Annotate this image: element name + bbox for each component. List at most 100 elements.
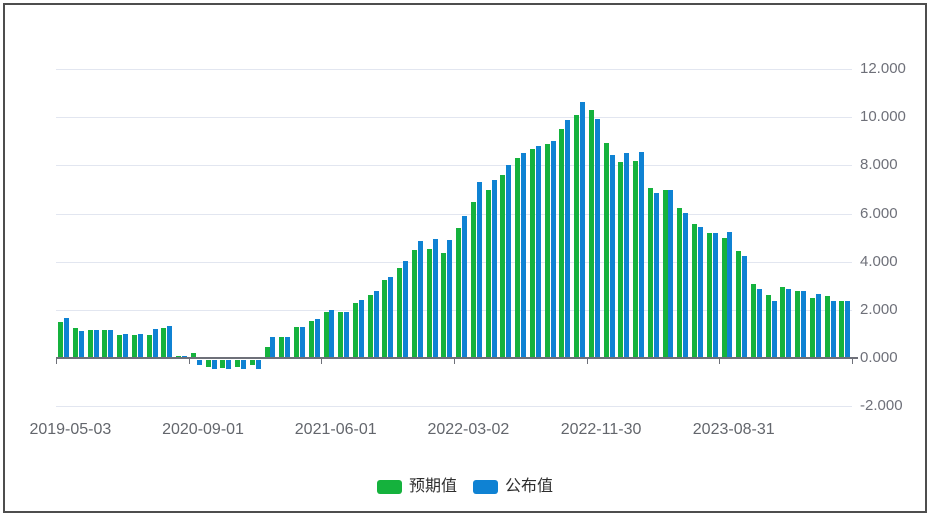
bar-actual[interactable] — [182, 355, 188, 358]
bar-actual[interactable] — [830, 301, 836, 358]
bar-actual[interactable] — [815, 293, 821, 358]
bar-actual[interactable] — [786, 288, 792, 358]
bar-actual[interactable] — [373, 290, 379, 358]
bar-actual[interactable] — [226, 360, 232, 370]
bar-expected[interactable] — [264, 347, 270, 358]
bar-expected[interactable] — [367, 295, 373, 358]
bar-actual[interactable] — [152, 328, 158, 358]
bar-actual[interactable] — [388, 276, 394, 358]
legend-item-actual[interactable]: 公布值 — [473, 478, 553, 496]
bar-expected[interactable] — [323, 312, 329, 358]
bar-expected[interactable] — [117, 335, 123, 358]
bar-actual[interactable] — [432, 238, 438, 358]
bar-expected[interactable] — [456, 228, 462, 358]
bar-expected[interactable] — [633, 160, 639, 358]
bar-expected[interactable] — [102, 330, 108, 358]
bar-actual[interactable] — [712, 232, 718, 358]
bar-expected[interactable] — [308, 320, 314, 358]
bar-actual[interactable] — [329, 309, 335, 358]
bar-expected[interactable] — [441, 253, 447, 358]
legend-label-actual[interactable]: 公布值 — [505, 478, 554, 495]
bar-expected[interactable] — [146, 335, 152, 358]
bar-expected[interactable] — [721, 237, 727, 358]
bar-actual[interactable] — [683, 212, 689, 358]
bar-expected[interactable] — [485, 189, 491, 358]
bar-expected[interactable] — [205, 360, 211, 367]
bar-expected[interactable] — [397, 268, 403, 358]
bar-expected[interactable] — [795, 290, 801, 358]
bar-expected[interactable] — [839, 301, 845, 358]
bar-expected[interactable] — [382, 280, 388, 358]
bar-actual[interactable] — [314, 319, 320, 358]
bar-expected[interactable] — [647, 188, 653, 358]
bar-expected[interactable] — [161, 327, 167, 358]
bar-actual[interactable] — [137, 334, 143, 358]
bar-actual[interactable] — [211, 360, 217, 370]
bar-expected[interactable] — [426, 249, 432, 358]
bar-actual[interactable] — [491, 179, 497, 358]
bar-actual[interactable] — [417, 241, 423, 358]
bar-actual[interactable] — [756, 289, 762, 358]
bar-actual[interactable] — [668, 190, 674, 358]
bar-actual[interactable] — [845, 301, 851, 358]
bar-expected[interactable] — [618, 161, 624, 358]
bar-expected[interactable] — [58, 321, 64, 358]
legend-swatch-expected[interactable] — [376, 480, 402, 494]
bar-expected[interactable] — [515, 158, 521, 358]
bar-actual[interactable] — [285, 337, 291, 358]
bar-expected[interactable] — [559, 129, 565, 358]
bar-expected[interactable] — [176, 355, 182, 358]
bar-expected[interactable] — [544, 143, 550, 358]
bar-actual[interactable] — [727, 231, 733, 358]
bar-actual[interactable] — [550, 141, 556, 358]
legend-label-expected[interactable]: 预期值 — [408, 478, 457, 495]
bar-expected[interactable] — [87, 330, 93, 358]
bar-actual[interactable] — [521, 153, 527, 358]
bar-expected[interactable] — [824, 296, 830, 358]
bar-actual[interactable] — [299, 327, 305, 358]
bar-actual[interactable] — [358, 300, 364, 358]
bar-actual[interactable] — [624, 153, 630, 358]
bar-expected[interactable] — [220, 360, 226, 368]
bar-actual[interactable] — [167, 325, 173, 358]
bar-actual[interactable] — [653, 192, 659, 358]
bar-actual[interactable] — [609, 154, 615, 358]
bar-actual[interactable] — [565, 119, 571, 358]
bar-expected[interactable] — [692, 224, 698, 358]
bar-actual[interactable] — [255, 360, 261, 370]
bar-actual[interactable] — [594, 118, 600, 358]
bar-actual[interactable] — [447, 240, 453, 358]
bar-actual[interactable] — [270, 336, 276, 358]
bar-actual[interactable] — [196, 360, 202, 366]
bar-expected[interactable] — [751, 283, 756, 358]
bar-expected[interactable] — [677, 207, 683, 358]
bar-actual[interactable] — [240, 360, 246, 370]
bar-expected[interactable] — [72, 327, 78, 358]
bar-actual[interactable] — [801, 290, 807, 358]
bar-expected[interactable] — [338, 312, 344, 358]
bar-actual[interactable] — [93, 330, 99, 358]
bar-expected[interactable] — [279, 337, 285, 358]
bar-actual[interactable] — [535, 146, 541, 358]
bar-expected[interactable] — [500, 175, 506, 358]
bar-actual[interactable] — [771, 301, 777, 358]
bar-actual[interactable] — [742, 255, 748, 358]
bar-expected[interactable] — [131, 335, 137, 358]
bar-expected[interactable] — [574, 114, 580, 358]
bar-actual[interactable] — [64, 318, 70, 358]
bar-expected[interactable] — [780, 287, 786, 358]
bar-expected[interactable] — [235, 360, 241, 367]
bar-expected[interactable] — [190, 353, 196, 358]
bar-expected[interactable] — [529, 148, 535, 358]
bar-expected[interactable] — [411, 250, 417, 358]
bar-actual[interactable] — [476, 182, 482, 358]
bar-expected[interactable] — [706, 232, 712, 358]
bar-actual[interactable] — [506, 165, 512, 358]
bar-actual[interactable] — [580, 101, 586, 358]
bar-expected[interactable] — [736, 251, 742, 358]
bar-actual[interactable] — [123, 334, 129, 358]
bar-expected[interactable] — [249, 360, 255, 366]
bar-expected[interactable] — [470, 201, 476, 358]
bar-expected[interactable] — [809, 298, 815, 358]
bar-actual[interactable] — [403, 260, 409, 358]
